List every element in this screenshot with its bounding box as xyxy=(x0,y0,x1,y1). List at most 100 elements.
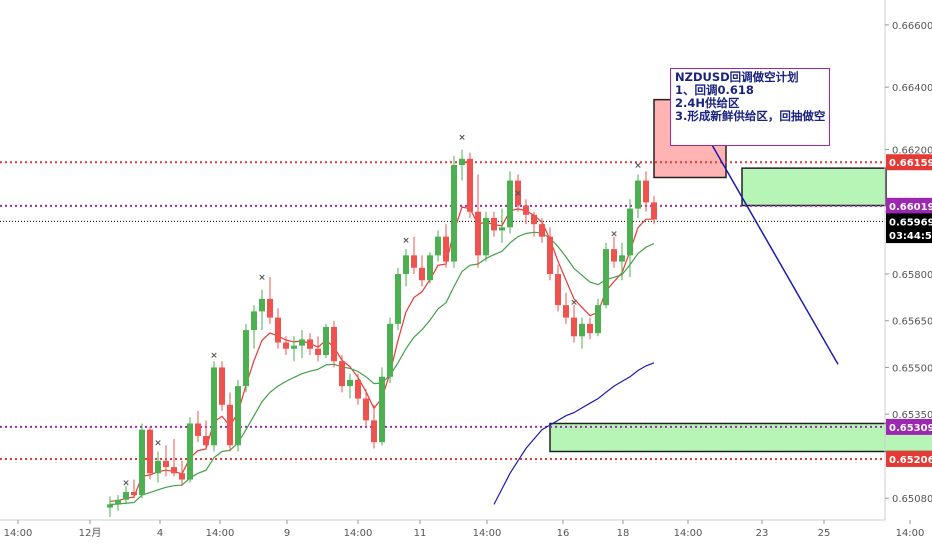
candle-body xyxy=(643,180,649,203)
candle-body xyxy=(443,236,449,262)
candle-body xyxy=(587,323,593,334)
candle-body xyxy=(459,158,465,166)
pattern-marker: × xyxy=(122,479,130,489)
candle-body xyxy=(267,298,273,318)
price-label: 0.65969 xyxy=(889,217,932,228)
candle-body xyxy=(435,236,441,256)
price-tick-label: 0.65080 xyxy=(892,494,932,505)
time-tick-label: 25 xyxy=(818,528,831,539)
candle-body xyxy=(475,211,481,256)
annotation-line: 3.形成新鲜供给区，回抽做空 xyxy=(675,109,826,123)
candle-body xyxy=(635,180,641,209)
price-label-background xyxy=(886,418,932,435)
candle-body xyxy=(115,499,121,505)
annotation-line: NZDUSD回调做空计划 xyxy=(675,70,799,84)
moving-average-line-3 xyxy=(493,362,655,505)
time-tick-label: 9 xyxy=(284,528,290,539)
time-tick-label: 14:00 xyxy=(473,528,502,539)
annotation-line: 1、回调0.618 xyxy=(675,83,754,97)
candle-body xyxy=(291,345,297,349)
price-label-background xyxy=(886,450,932,467)
new-supply-zone xyxy=(741,167,887,207)
candle-body xyxy=(491,217,497,231)
candle-body xyxy=(387,323,393,377)
candle-body xyxy=(595,305,601,334)
candle-body xyxy=(355,379,361,399)
candle-body xyxy=(219,367,225,405)
candle-body xyxy=(107,504,113,508)
candle-body xyxy=(339,361,345,387)
candle-body xyxy=(411,255,417,268)
pattern-marker: × xyxy=(634,161,642,171)
candle-body xyxy=(547,236,553,275)
candle-body xyxy=(619,255,625,262)
pattern-marker: × xyxy=(258,273,266,283)
time-tick-label: 14:00 xyxy=(344,528,373,539)
time-tick-label: 4 xyxy=(157,528,163,539)
candle-body xyxy=(467,158,473,212)
candle-body xyxy=(147,429,153,474)
candle-body xyxy=(187,423,193,480)
candle-body xyxy=(531,214,537,225)
candle-body xyxy=(571,317,577,337)
candle-body xyxy=(347,379,353,387)
candle-body xyxy=(427,255,433,281)
candle-body xyxy=(259,298,265,312)
price-tick-label: 0.65350 xyxy=(892,410,932,421)
pattern-marker: × xyxy=(514,189,522,199)
candle-body xyxy=(203,435,209,446)
candle-body xyxy=(251,311,257,331)
annotation-line: 2.4H供给区 xyxy=(675,96,740,110)
plan-annotation: NZDUSD回调做空计划 1、回调0.618 2.4H供给区 3.形成新鲜供给区… xyxy=(670,68,830,146)
candle-body xyxy=(563,305,569,318)
price-label-background xyxy=(886,213,932,230)
candle-body xyxy=(419,267,425,281)
candle-body xyxy=(363,398,369,421)
candle-body xyxy=(395,274,401,324)
pattern-marker: × xyxy=(402,236,410,246)
time-tick-label: 12月 xyxy=(79,527,102,539)
candle-body xyxy=(515,180,521,206)
candle-body xyxy=(315,348,321,355)
time-tick-label: 16 xyxy=(557,528,570,539)
price-label: 0.65206 xyxy=(889,455,932,466)
pattern-marker: × xyxy=(610,230,618,240)
price-tick-label: 0.66600 xyxy=(892,21,932,32)
candle-body xyxy=(403,255,409,275)
price-tick-label: 0.65500 xyxy=(892,363,932,374)
time-tick-label: 14:00 xyxy=(674,528,703,539)
candle-body xyxy=(379,376,385,443)
candle-body xyxy=(155,460,161,474)
pattern-marker: × xyxy=(458,133,466,143)
candle-body xyxy=(195,423,201,436)
candle-body xyxy=(627,208,633,256)
candle-body xyxy=(651,202,657,220)
candle-body xyxy=(323,326,329,355)
time-tick-label: 14:00 xyxy=(896,528,925,539)
candle-body xyxy=(211,367,217,446)
price-label-background xyxy=(886,227,932,244)
price-label-background xyxy=(886,197,932,214)
price-label: 0.66159 xyxy=(889,158,932,169)
candle-body xyxy=(227,404,233,446)
candle-body xyxy=(123,491,129,500)
candle-body xyxy=(179,473,185,480)
candle-body xyxy=(483,217,489,256)
candle-body xyxy=(499,227,505,231)
candle-body xyxy=(171,467,177,474)
price-tick-label: 0.65650 xyxy=(892,317,932,328)
price-label: 03:44:54 xyxy=(889,231,932,242)
candle-body xyxy=(579,323,585,337)
pattern-marker: × xyxy=(570,298,578,308)
candle-body xyxy=(131,491,137,496)
time-tick-label: 11 xyxy=(414,528,427,539)
candle-body xyxy=(611,249,617,262)
pattern-marker: × xyxy=(154,438,162,448)
candle-body xyxy=(235,386,241,446)
candle-body xyxy=(555,274,561,306)
price-tick-label: 0.65800 xyxy=(892,270,932,281)
candle-body xyxy=(139,429,145,496)
candle-body xyxy=(243,330,249,387)
candle-body xyxy=(283,342,289,349)
